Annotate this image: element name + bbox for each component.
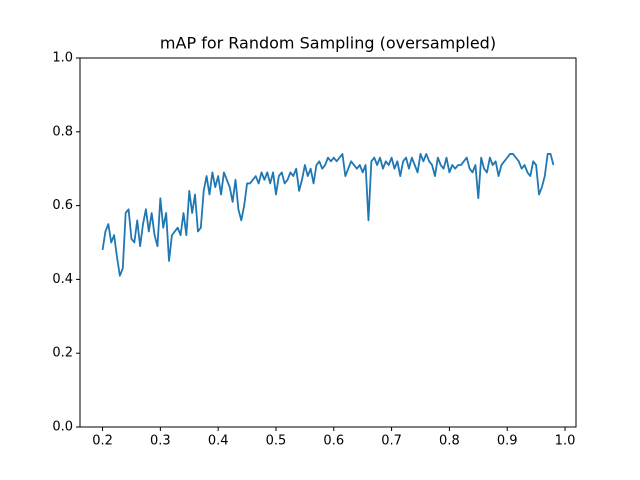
x-tick-label: 0.7 [381,434,402,449]
x-tick-label: 0.4 [208,434,229,449]
y-tick-label: 0.4 [52,272,73,287]
data-line [101,153,555,277]
axes-frame [79,57,577,428]
y-tick-label: 0.8 [52,124,73,139]
y-tick-label: 1.0 [52,51,73,66]
x-tick-label: 0.6 [323,434,344,449]
x-tick-label: 1.0 [555,434,576,449]
x-tick-label: 0.9 [497,434,518,449]
y-tick-label: 0.6 [52,198,73,213]
x-tick-label: 0.8 [439,434,460,449]
x-tick-label: 0.2 [92,434,113,449]
y-tick-label: 0.0 [52,420,73,435]
x-tick-label: 0.5 [266,434,287,449]
y-tick-label: 0.2 [52,346,73,361]
x-tick-label: 0.3 [150,434,171,449]
chart-title: mAP for Random Sampling (oversampled) [160,34,496,53]
